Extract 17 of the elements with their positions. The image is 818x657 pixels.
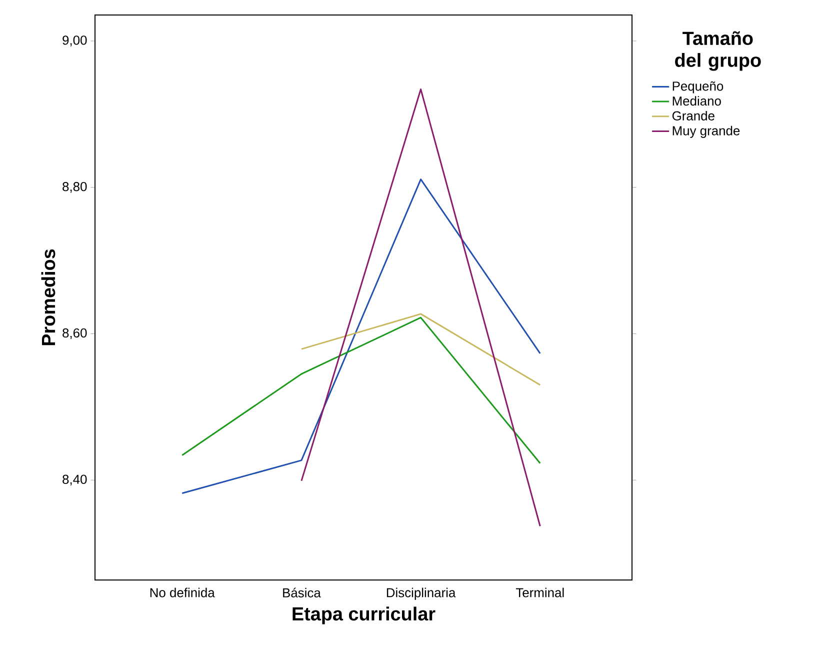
legend-label: Mediano <box>672 96 721 106</box>
legend-label: Grande <box>672 110 714 120</box>
y-tick-label: 9,00 <box>62 36 87 46</box>
y-tick-label: 8,80 <box>62 182 87 193</box>
legend-label: Muy grande <box>672 126 740 138</box>
line-series <box>181 178 541 494</box>
line-series <box>181 316 541 464</box>
legend-title: Tamaño del grupo <box>675 31 761 71</box>
y-tick-label: 8,40 <box>62 474 87 486</box>
legend-label: Pequeño <box>672 81 724 94</box>
x-tick-label: Terminal <box>516 588 564 598</box>
x-axis-title: Etapa curricular <box>292 606 436 624</box>
y-tick-label: 8,60 <box>62 328 87 340</box>
x-tick-label: No definida <box>150 588 215 598</box>
x-tick-label: Disciplinaria <box>386 588 456 600</box>
y-axis-title: Promedios <box>41 249 56 346</box>
x-tick-label: Básica <box>283 588 321 598</box>
